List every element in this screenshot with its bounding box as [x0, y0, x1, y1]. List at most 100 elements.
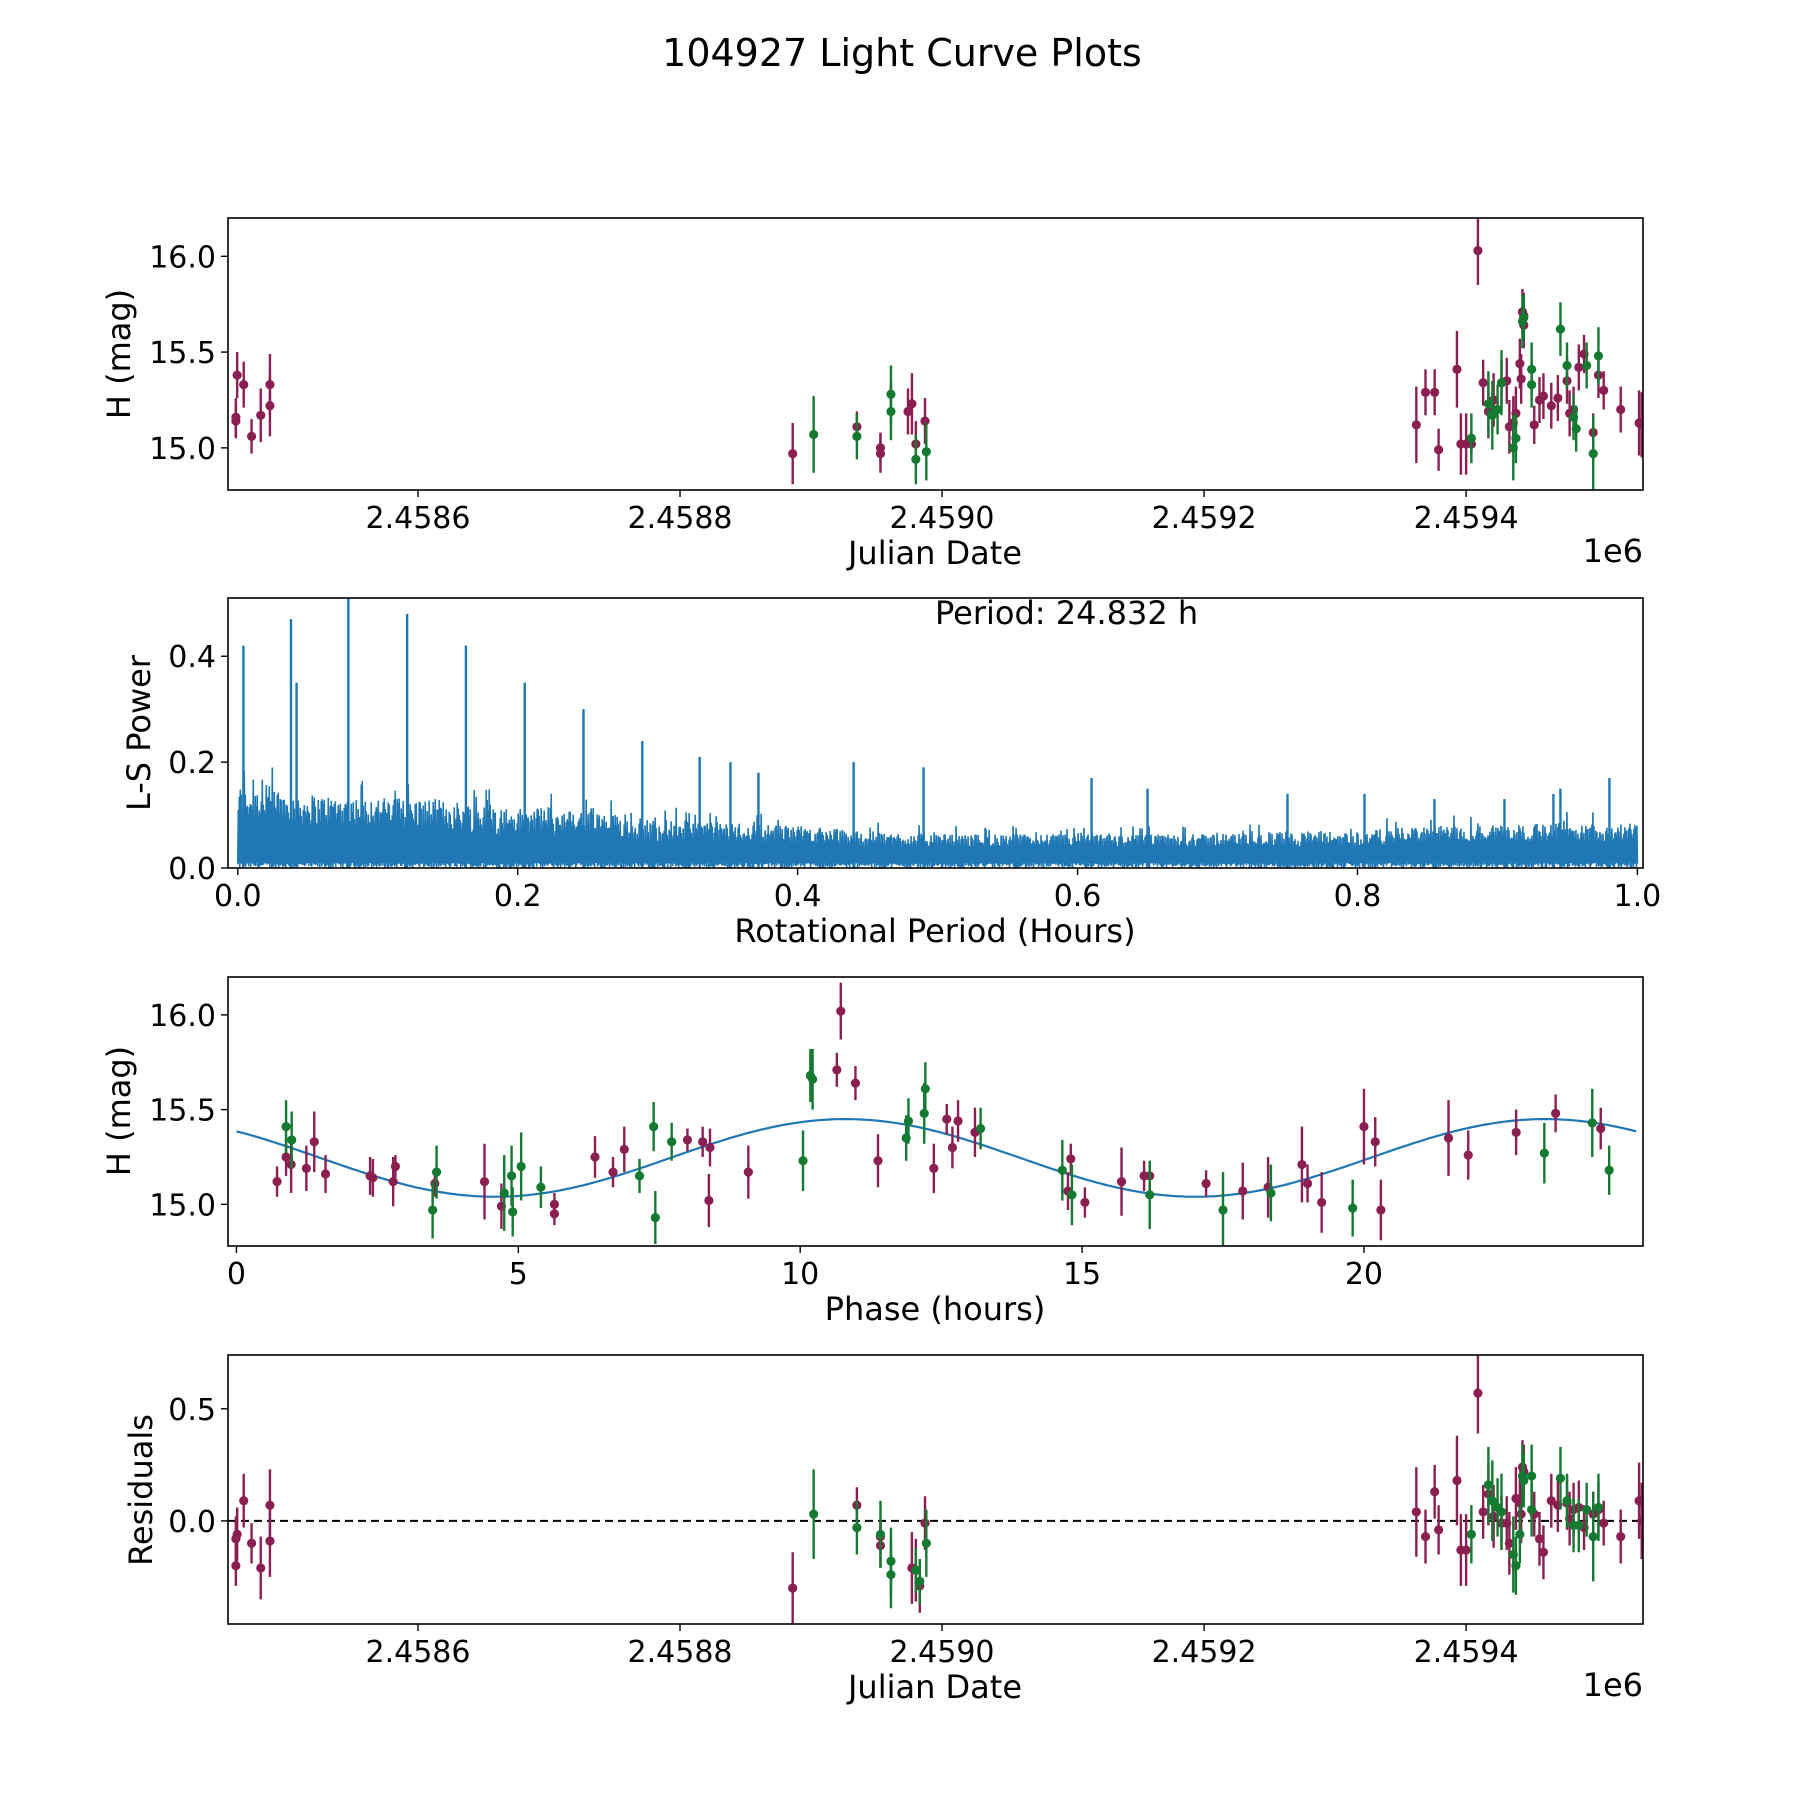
marker [1297, 1159, 1307, 1170]
data-point [850, 1066, 861, 1101]
data-point [287, 1111, 297, 1169]
marker [536, 1182, 546, 1192]
data-point [704, 1174, 714, 1228]
marker [1546, 401, 1556, 411]
data-point [301, 1145, 311, 1192]
data-point [1461, 1514, 1471, 1586]
data-point [1201, 1170, 1211, 1197]
data-point [808, 1048, 818, 1110]
phased-y-ticks: 15.0 15.5 16.0 [149, 999, 228, 1223]
data-point [1317, 1172, 1327, 1233]
data-point [1483, 371, 1493, 437]
marker [903, 406, 913, 417]
data-point [1516, 354, 1526, 404]
data-point [1534, 1511, 1545, 1566]
marker [911, 1565, 921, 1575]
y-tick-label: 15.0 [149, 1188, 216, 1223]
marker [272, 1176, 282, 1187]
data-point [1463, 1130, 1473, 1180]
y-tick-label: 0.0 [168, 1505, 216, 1540]
series-series_b [809, 294, 1604, 490]
data-point [508, 1187, 518, 1237]
data-point [1411, 386, 1421, 464]
y-tick-label: 15.5 [149, 336, 216, 371]
marker [1604, 1165, 1614, 1175]
data-point [272, 1166, 282, 1197]
marker [1473, 1388, 1483, 1398]
marker [1637, 1516, 1643, 1526]
data-point [929, 1143, 939, 1193]
data-point [1297, 1126, 1307, 1203]
marker [246, 431, 257, 441]
marker [743, 1167, 753, 1177]
marker [1593, 351, 1604, 361]
data-point [649, 1102, 659, 1152]
marker [915, 1576, 925, 1587]
data-point [516, 1132, 526, 1201]
data-point [265, 375, 275, 437]
x-tick-label: 2.4592 [1152, 1635, 1257, 1670]
marker [875, 449, 886, 459]
data-point [1067, 1164, 1077, 1226]
marker [798, 1156, 808, 1166]
marker [1057, 1165, 1067, 1175]
data-point [1434, 428, 1444, 471]
data-point [920, 398, 930, 445]
marker [929, 1163, 939, 1173]
data-point [682, 1128, 693, 1152]
marker [975, 1123, 986, 1134]
marker [265, 401, 275, 411]
x-tick-label: 2.4586 [365, 501, 470, 536]
data-point [1443, 1100, 1454, 1176]
marker [1483, 1480, 1493, 1490]
data-point [788, 1552, 798, 1624]
marker [1562, 360, 1572, 371]
marker [1516, 374, 1526, 384]
marker [506, 1171, 517, 1181]
panel-raw-light-curve: 2.4586 2.4588 2.4590 2.4592 2.4594 15.015.51… [100, 217, 1644, 572]
x-tick-label: 0 [227, 1257, 246, 1292]
data-point [809, 1469, 819, 1559]
marker [907, 399, 917, 409]
data-point [1637, 1482, 1643, 1559]
y-tick-label: 15.0 [149, 432, 216, 467]
data-point [947, 1126, 958, 1169]
data-point [1487, 1460, 1497, 1542]
data-point [942, 1103, 952, 1135]
x-tick-label: 0.0 [214, 879, 262, 914]
x-tick-label: 2.4590 [890, 1635, 995, 1670]
x-tick-label: 2.4592 [1152, 501, 1257, 536]
data-point [431, 1145, 442, 1199]
sinusoid-fit-line [236, 1118, 1637, 1198]
data-point [1430, 1464, 1440, 1519]
marker [281, 1122, 291, 1132]
data-point [698, 1126, 708, 1157]
data-point [788, 422, 798, 485]
marker [239, 1496, 249, 1506]
marker [850, 1078, 861, 1088]
marker [1466, 433, 1476, 443]
marker [1067, 1190, 1077, 1200]
data-point [1551, 1094, 1561, 1133]
marker [1582, 360, 1592, 371]
data-point [309, 1111, 319, 1173]
panel-periodogram: 0.0 0.2 0.4 0.6 0.8 1.0 0.0 0.2 0.4 Period: 24.… [120, 594, 1661, 950]
marker [1588, 449, 1598, 459]
data-point [1411, 1467, 1421, 1557]
data-point [1496, 1473, 1507, 1551]
data-point [246, 1523, 257, 1564]
x-tick-label: 2.4588 [628, 1635, 733, 1670]
x-tick-label: 2.4594 [1414, 1635, 1519, 1670]
marker [1348, 1203, 1358, 1213]
marker [1478, 1507, 1488, 1517]
marker [1616, 1531, 1626, 1542]
marker [704, 1195, 714, 1206]
marker [920, 1084, 930, 1094]
marker [886, 1570, 896, 1580]
data-point [1519, 1453, 1529, 1508]
phased-x-label: Phase (hours) [825, 1290, 1046, 1328]
marker [953, 1116, 963, 1126]
data-point [1466, 413, 1476, 464]
data-point [1492, 384, 1503, 435]
y-tick-label: 0.5 [168, 1393, 216, 1428]
